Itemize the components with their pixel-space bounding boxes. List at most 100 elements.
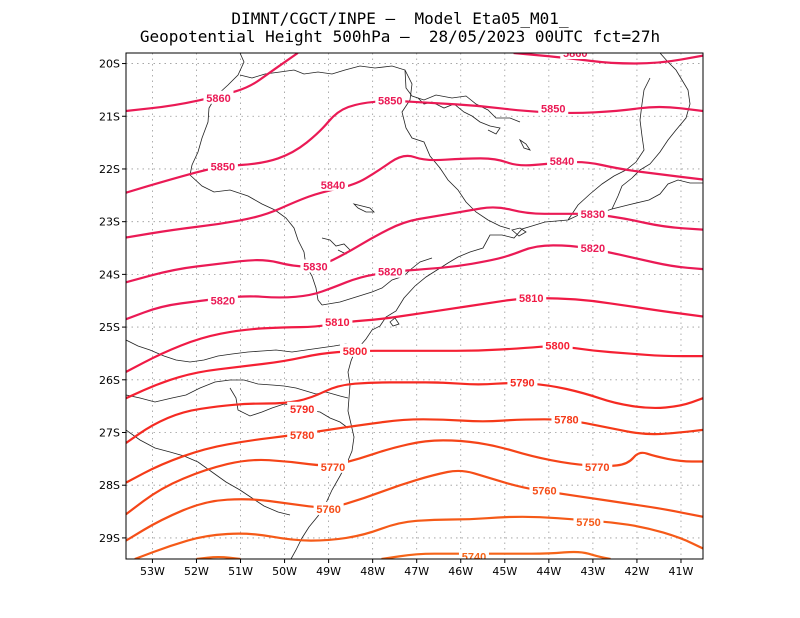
contour-label-bg	[582, 459, 613, 473]
map-title-line2: Geopotential Height 500hPa – 28/05/2023 …	[139, 27, 661, 46]
contour-labels: 5860 5860 5850 5850 5850 5840 5840 5830 5830 5820…	[203, 48, 613, 563]
contour-label-5820: 5820	[581, 243, 605, 255]
lat-tick-label: 25S	[99, 321, 120, 334]
lon-tick-label: 43W	[580, 565, 605, 578]
contour-5790	[126, 381, 703, 444]
contour-5850	[126, 100, 703, 194]
island	[389, 317, 400, 327]
contour-label-bg	[375, 264, 406, 278]
lon-tick-label: 48W	[360, 565, 385, 578]
contour-label-bg	[340, 343, 371, 357]
reservoir	[352, 203, 375, 213]
contour-label-bg	[573, 515, 604, 529]
contour-5770	[126, 439, 703, 516]
contour-label-5780: 5780	[554, 414, 578, 426]
contour-label-bg	[322, 314, 353, 328]
contour-label-bg	[375, 93, 406, 107]
contour-label-bg	[516, 291, 547, 305]
contour-label-5840: 5840	[321, 180, 345, 192]
contour-label-bg	[318, 459, 349, 473]
contour-5800	[126, 345, 703, 400]
contour-label-bg	[507, 375, 538, 389]
lon-tick-label: 46W	[448, 565, 473, 578]
lon-tick-label: 42W	[624, 565, 649, 578]
contour-5860	[513, 53, 703, 65]
state-border	[126, 339, 357, 363]
contour-label-5800: 5800	[545, 341, 569, 353]
contour-label-5740: 5740	[462, 551, 486, 563]
contour-label-5860: 5860	[206, 93, 230, 105]
reservoir	[518, 138, 531, 151]
lon-tick-label: 44W	[536, 565, 561, 578]
reservoir	[321, 237, 351, 255]
lat-tick-label: 29S	[99, 532, 120, 545]
lon-tick-label: 45W	[492, 565, 517, 578]
contour-label-5820: 5820	[211, 296, 235, 308]
contour-label-5830: 5830	[303, 261, 327, 273]
contour-label-5810: 5810	[325, 317, 349, 329]
state-border	[321, 257, 433, 306]
lon-tick-label: 50W	[272, 565, 297, 578]
lon-tick-label: 52W	[184, 565, 209, 578]
contour-label-5810: 5810	[519, 293, 543, 305]
contour-5830	[126, 206, 703, 284]
contour-label-bg	[538, 101, 569, 115]
lat-tick-label: 21S	[99, 110, 120, 123]
plot-frame	[125, 52, 704, 560]
state-border	[401, 69, 511, 230]
contour-label-5790: 5790	[510, 377, 534, 389]
contour-label-5850: 5850	[378, 95, 402, 107]
contour-label-5780: 5780	[290, 430, 314, 442]
contour-5820	[126, 244, 703, 321]
contour-label-bg	[529, 483, 560, 497]
lat-tick-label: 27S	[99, 427, 120, 440]
contour-5750	[134, 515, 703, 559]
contour-label-5840: 5840	[550, 156, 574, 168]
lon-tick-label: 53W	[140, 565, 165, 578]
state-border	[126, 429, 291, 516]
axis-ticks: 53W 52W 51W 50W 49W 48W 47W 46W 45W 44W 43W 42W 41W 2…	[99, 58, 694, 578]
state-border	[611, 53, 691, 210]
contour-label-bg	[577, 241, 608, 255]
contour-label-bg	[458, 549, 489, 559]
state-border	[567, 77, 651, 221]
contour-label-bg	[207, 293, 238, 307]
contour-label-bg	[547, 154, 578, 168]
contour-label-bg	[287, 428, 318, 442]
contour-label-5860: 5860	[563, 48, 587, 60]
contour-label-bg	[287, 401, 318, 415]
contour-label-bg	[542, 338, 573, 352]
geopotential-contours	[126, 53, 703, 559]
lat-tick-label: 20S	[99, 58, 120, 71]
contour-label-bg	[551, 412, 582, 426]
lat-tick-label: 28S	[99, 479, 120, 492]
contour-label-5760: 5760	[532, 485, 556, 497]
state-border	[189, 174, 323, 306]
state-border	[229, 387, 349, 429]
lat-lon-grid	[126, 53, 703, 559]
contour-label-bg	[313, 501, 344, 515]
contour-label-5800: 5800	[343, 346, 367, 358]
contour-5780	[126, 418, 703, 484]
contour-label-bg	[577, 206, 608, 220]
lat-tick-label: 24S	[99, 268, 120, 281]
contour-label-5820: 5820	[378, 267, 402, 279]
contour-label-5760: 5760	[316, 504, 340, 516]
state-border	[189, 53, 245, 176]
contour-label-5850: 5850	[541, 103, 565, 115]
lon-tick-label: 51W	[228, 565, 253, 578]
contour-5810	[126, 297, 703, 373]
island	[511, 227, 527, 237]
lon-tick-label: 49W	[316, 565, 341, 578]
lat-tick-label: 23S	[99, 216, 120, 229]
contour-label-bg	[560, 53, 591, 59]
contour-label-bg	[207, 159, 238, 173]
contour-label-5750: 5750	[576, 517, 600, 529]
contour-label-bg	[318, 177, 349, 191]
contour-label-bg	[203, 90, 234, 104]
contour-5760	[126, 469, 703, 542]
map-title-line1: DIMNT/CGCT/INPE – Model Eta05_M01_	[231, 9, 569, 28]
contour-label-5830: 5830	[581, 209, 605, 221]
contour-label-5770: 5770	[321, 462, 345, 474]
